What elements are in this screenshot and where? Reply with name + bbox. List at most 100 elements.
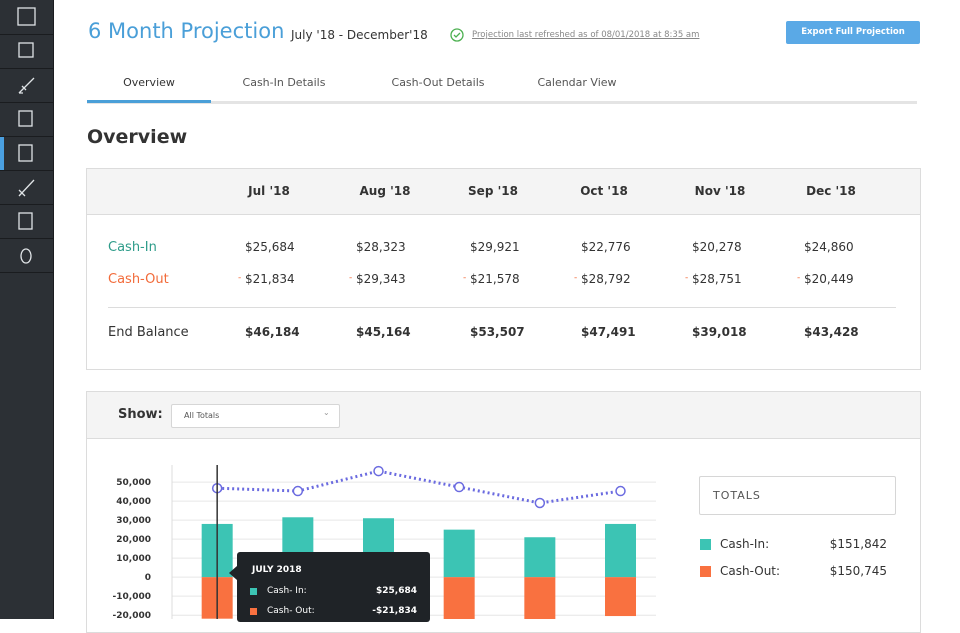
- totals-box: [699, 476, 896, 515]
- bar: [605, 523, 637, 578]
- cell-value: $28,751: [692, 272, 742, 286]
- export-button[interactable]: Export Full Projection: [786, 21, 920, 44]
- cell-value: $53,507: [470, 325, 525, 339]
- column-header: Nov '18: [694, 184, 746, 198]
- balance-line: [217, 469, 621, 505]
- filter-value: All Totals: [184, 411, 220, 420]
- cell-value: $20,449: [804, 272, 854, 286]
- icon-notes[interactable]: [18, 110, 33, 127]
- check-icon: [450, 28, 464, 42]
- y-tick-label: 30,000: [116, 516, 151, 526]
- tab[interactable]: Cash-Out Details: [391, 76, 485, 89]
- y-tick-label: 50,000: [116, 478, 151, 488]
- tab[interactable]: Cash-In Details: [242, 76, 326, 89]
- balance-point: [373, 465, 384, 477]
- refresh-note[interactable]: Projection last refreshed as of 08/01/20…: [472, 30, 700, 40]
- totals-value: $151,842: [829, 537, 887, 551]
- cell-value: $45,164: [356, 325, 411, 339]
- column-header: Oct '18: [580, 184, 628, 198]
- tooltip-title: JULY 2018: [252, 565, 302, 575]
- cell-value: $21,834: [245, 272, 295, 286]
- active-tab-underline: [87, 100, 211, 103]
- tooltip-value: $25,684: [376, 586, 417, 596]
- filter-label: Show:: [118, 407, 163, 422]
- totals-label: Cash-Out:: [720, 564, 781, 578]
- balance-point: [292, 485, 304, 497]
- active-indicator: [0, 137, 4, 170]
- section-title: Overview: [87, 126, 188, 148]
- cell-value: $24,860: [804, 240, 854, 254]
- sidebar: [0, 0, 54, 619]
- balance-point: [453, 481, 465, 493]
- tab[interactable]: Overview: [123, 76, 175, 89]
- icon-report[interactable]: [18, 212, 33, 230]
- minus-sign: -: [238, 273, 242, 283]
- page: 6 Month Projection July '18 - December'1…: [0, 0, 921, 633]
- bar: [605, 577, 637, 617]
- table-divider: [108, 307, 896, 308]
- dropdown-arrow: ⌄: [323, 408, 330, 417]
- filter-select[interactable]: [171, 404, 340, 428]
- cell-value: $25,684: [245, 240, 295, 254]
- tooltip-label: Cash- In:: [267, 586, 307, 596]
- tab-rule: [87, 101, 917, 104]
- icon-edit[interactable]: [18, 77, 35, 94]
- totals-swatch: [700, 539, 711, 550]
- y-tick-label: -20,000: [113, 611, 151, 619]
- balance-point: [615, 485, 626, 497]
- cell-value: $39,018: [692, 325, 747, 339]
- tooltip-label: Cash- Out:: [267, 606, 315, 616]
- table-header: [87, 169, 920, 215]
- totals-label: Cash-In:: [720, 537, 770, 551]
- cell-value: $21,578: [470, 272, 520, 286]
- balance-point: [534, 497, 546, 509]
- cell-value: $28,323: [356, 240, 406, 254]
- bar: [443, 529, 475, 578]
- cell-value: $43,428: [804, 325, 859, 339]
- y-tick-label: 20,000: [116, 535, 151, 545]
- bar: [443, 577, 475, 619]
- y-tick-label: 40,000: [116, 497, 151, 507]
- minus-sign: -: [463, 273, 467, 283]
- table-box: [86, 168, 921, 370]
- icon-security[interactable]: [20, 248, 32, 264]
- tooltip-swatch: [250, 608, 257, 615]
- page-title: 6 Month Projection: [88, 19, 285, 43]
- tab[interactable]: Calendar View: [537, 76, 617, 89]
- column-header: Jul '18: [248, 184, 290, 198]
- bar: [524, 577, 556, 619]
- totals-swatch: [700, 566, 711, 577]
- cell-value: $47,491: [581, 325, 636, 339]
- column-header: Sep '18: [468, 184, 518, 198]
- cell-value: $20,278: [692, 240, 742, 254]
- cell-value: $29,921: [470, 240, 520, 254]
- tooltip: [237, 552, 430, 622]
- minus-sign: -: [574, 273, 578, 283]
- minus-sign: -: [685, 273, 689, 283]
- tooltip-pointer: [229, 566, 237, 580]
- tooltip-value: -$21,834: [372, 606, 417, 616]
- cell-value: $22,776: [581, 240, 631, 254]
- cell-value: $46,184: [245, 325, 300, 339]
- bar: [524, 537, 556, 578]
- icon-rocket[interactable]: [18, 179, 35, 197]
- icon-logo[interactable]: [17, 7, 36, 26]
- totals-value: $150,745: [829, 564, 887, 578]
- icon-cash[interactable]: [18, 42, 34, 58]
- y-tick-label: -10,000: [113, 592, 151, 602]
- row-label: Cash-In: [108, 240, 157, 255]
- y-tick-label: 0: [145, 573, 151, 583]
- row-label: Cash-Out: [108, 272, 169, 287]
- totals-title: TOTALS: [713, 489, 761, 502]
- icon-projection[interactable]: [18, 144, 33, 162]
- row-label: End Balance: [108, 325, 189, 340]
- column-header: Aug '18: [359, 184, 411, 198]
- column-header: Dec '18: [806, 184, 856, 198]
- tooltip-swatch: [250, 588, 257, 595]
- minus-sign: -: [349, 273, 353, 283]
- y-tick-label: 10,000: [116, 554, 151, 564]
- cell-value: $29,343: [356, 272, 406, 286]
- minus-sign: -: [797, 273, 801, 283]
- date-range: July '18 - December'18: [291, 28, 428, 42]
- cell-value: $28,792: [581, 272, 631, 286]
